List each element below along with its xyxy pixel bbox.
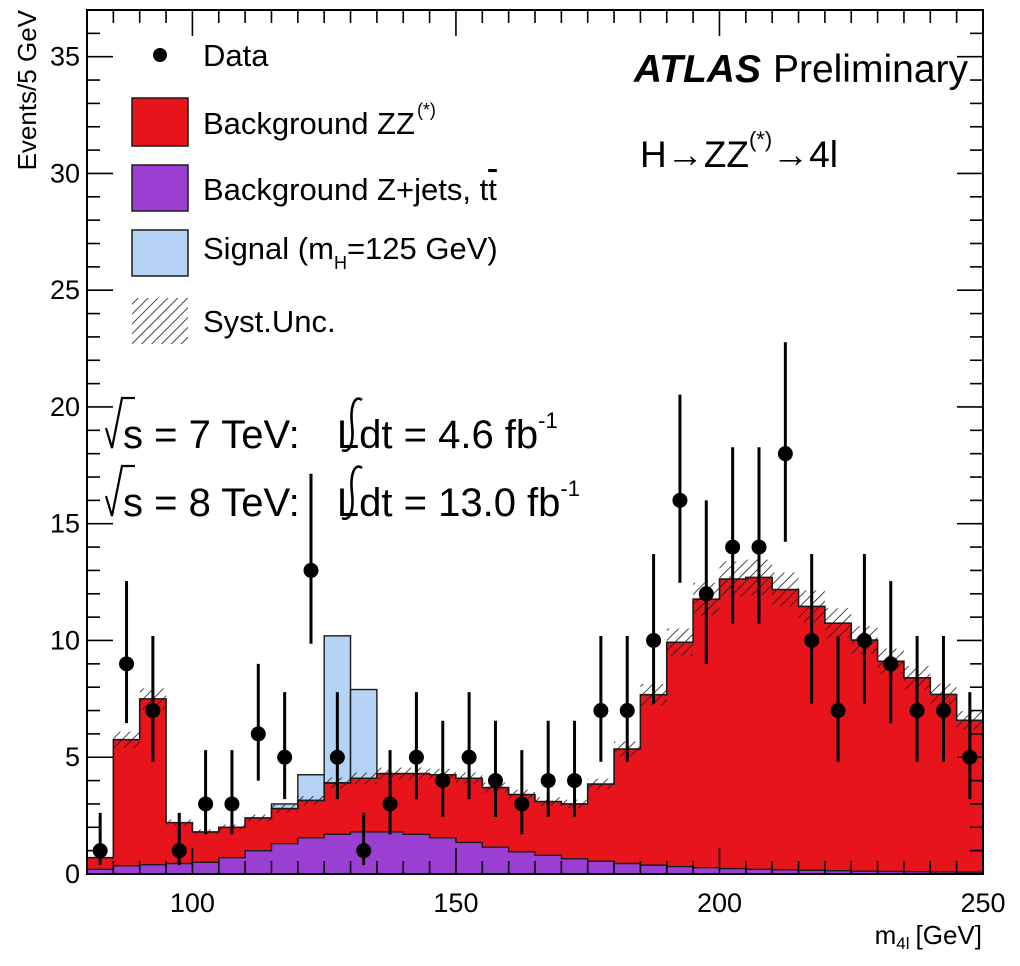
data-points xyxy=(92,342,978,866)
x-tick-label: 200 xyxy=(697,888,742,918)
data-point xyxy=(382,796,398,812)
legend: Data Background ZZ (*) Background Z+jets,… xyxy=(131,38,498,344)
lumi-label-7tev: s = 7 TeV: Ldt = 4.6 fb-1 xyxy=(104,396,558,457)
legend-syst-swatch xyxy=(132,298,188,344)
legend-item-zz: Background ZZ (*) xyxy=(131,97,436,147)
legend-label-data: Data xyxy=(203,38,269,73)
x-tick-label: 250 xyxy=(960,888,1005,918)
data-point xyxy=(856,632,872,648)
data-point xyxy=(329,749,345,765)
integral-symbol xyxy=(341,465,363,521)
y-tick-label: 20 xyxy=(50,392,80,422)
axis-tick-labels: 100 150 200 250 0 5 10 15 20 25 30 35 xyxy=(50,42,1006,918)
integral-symbol xyxy=(341,397,363,453)
data-point xyxy=(487,773,503,789)
lumi-text-8tev: s = 8 TeV: Ldt = 13.0 fb-1 xyxy=(123,476,580,525)
data-point xyxy=(646,632,662,648)
legend-label-syst: Syst.Unc. xyxy=(203,304,336,339)
x-tick-label: 150 xyxy=(433,888,478,918)
zz-background-histogram xyxy=(87,577,983,874)
sqrt-symbol xyxy=(104,396,135,449)
axis-ticks xyxy=(86,9,984,875)
lumi-label-8tev: s = 8 TeV: Ldt = 13.0 fb-1 xyxy=(104,464,580,525)
data-point xyxy=(435,773,451,789)
data-point xyxy=(540,773,556,789)
lumi-text-7tev: s = 7 TeV: Ldt = 4.6 fb-1 xyxy=(123,408,558,457)
signal-bin xyxy=(349,688,378,779)
data-point xyxy=(224,796,240,812)
legend-zjets-swatch xyxy=(131,164,189,212)
legend-zz-swatch xyxy=(131,97,189,147)
histogram-outlines xyxy=(87,576,983,874)
data-point xyxy=(250,726,266,742)
legend-signal-swatch xyxy=(131,229,189,277)
data-point xyxy=(303,562,319,578)
data-point xyxy=(725,539,741,555)
process-label: H→ZZ(*)→4l xyxy=(640,127,838,175)
data-point xyxy=(408,749,424,765)
legend-label-signal: Signal (mH=125 GeV) xyxy=(203,231,498,273)
legend-item-signal: Signal (mH=125 GeV) xyxy=(131,229,498,277)
zjets-outline xyxy=(87,831,983,874)
data-point xyxy=(119,656,135,672)
legend-label-zz: Background ZZ (*) xyxy=(203,100,436,141)
data-point xyxy=(883,656,899,672)
x-axis-title: m4l [GeV] xyxy=(875,920,982,953)
y-tick-label: 25 xyxy=(50,275,80,305)
data-point xyxy=(198,796,214,812)
data-point xyxy=(461,749,477,765)
data-point xyxy=(356,843,372,859)
legend-item-zjets: Background Z+jets, tt xyxy=(131,164,497,212)
data-point xyxy=(593,703,609,719)
data-point xyxy=(935,703,951,719)
data-point xyxy=(277,749,293,765)
data-point xyxy=(751,539,767,555)
y-tick-label: 30 xyxy=(50,158,80,188)
legend-item-data: Data xyxy=(153,38,269,73)
data-point xyxy=(92,843,108,859)
data-point xyxy=(567,773,583,789)
sqrt-symbol xyxy=(104,464,135,517)
y-tick-label: 35 xyxy=(50,42,80,72)
y-tick-label: 5 xyxy=(65,742,80,772)
zz-outline xyxy=(87,576,983,874)
data-point xyxy=(145,703,161,719)
data-point xyxy=(698,586,714,602)
y-axis-title: Events/5 GeV xyxy=(12,9,42,170)
y-tick-label: 15 xyxy=(50,509,80,539)
data-point xyxy=(672,492,688,508)
legend-data-marker xyxy=(153,48,167,62)
data-point xyxy=(777,446,793,462)
y-tick-label: 0 xyxy=(65,859,80,889)
y-tick-label: 10 xyxy=(50,625,80,655)
legend-item-syst: Syst.Unc. xyxy=(132,298,336,344)
x-tick-label: 100 xyxy=(170,888,215,918)
data-point xyxy=(830,703,846,719)
data-point xyxy=(171,843,187,859)
atlas-label: ATLAS Preliminary xyxy=(633,48,969,91)
data-point xyxy=(909,703,925,719)
data-point xyxy=(514,796,530,812)
data-point xyxy=(619,703,635,719)
data-point xyxy=(804,632,820,648)
zz-stack-area xyxy=(87,577,983,874)
legend-label-zjets: Background Z+jets, tt xyxy=(203,172,497,207)
